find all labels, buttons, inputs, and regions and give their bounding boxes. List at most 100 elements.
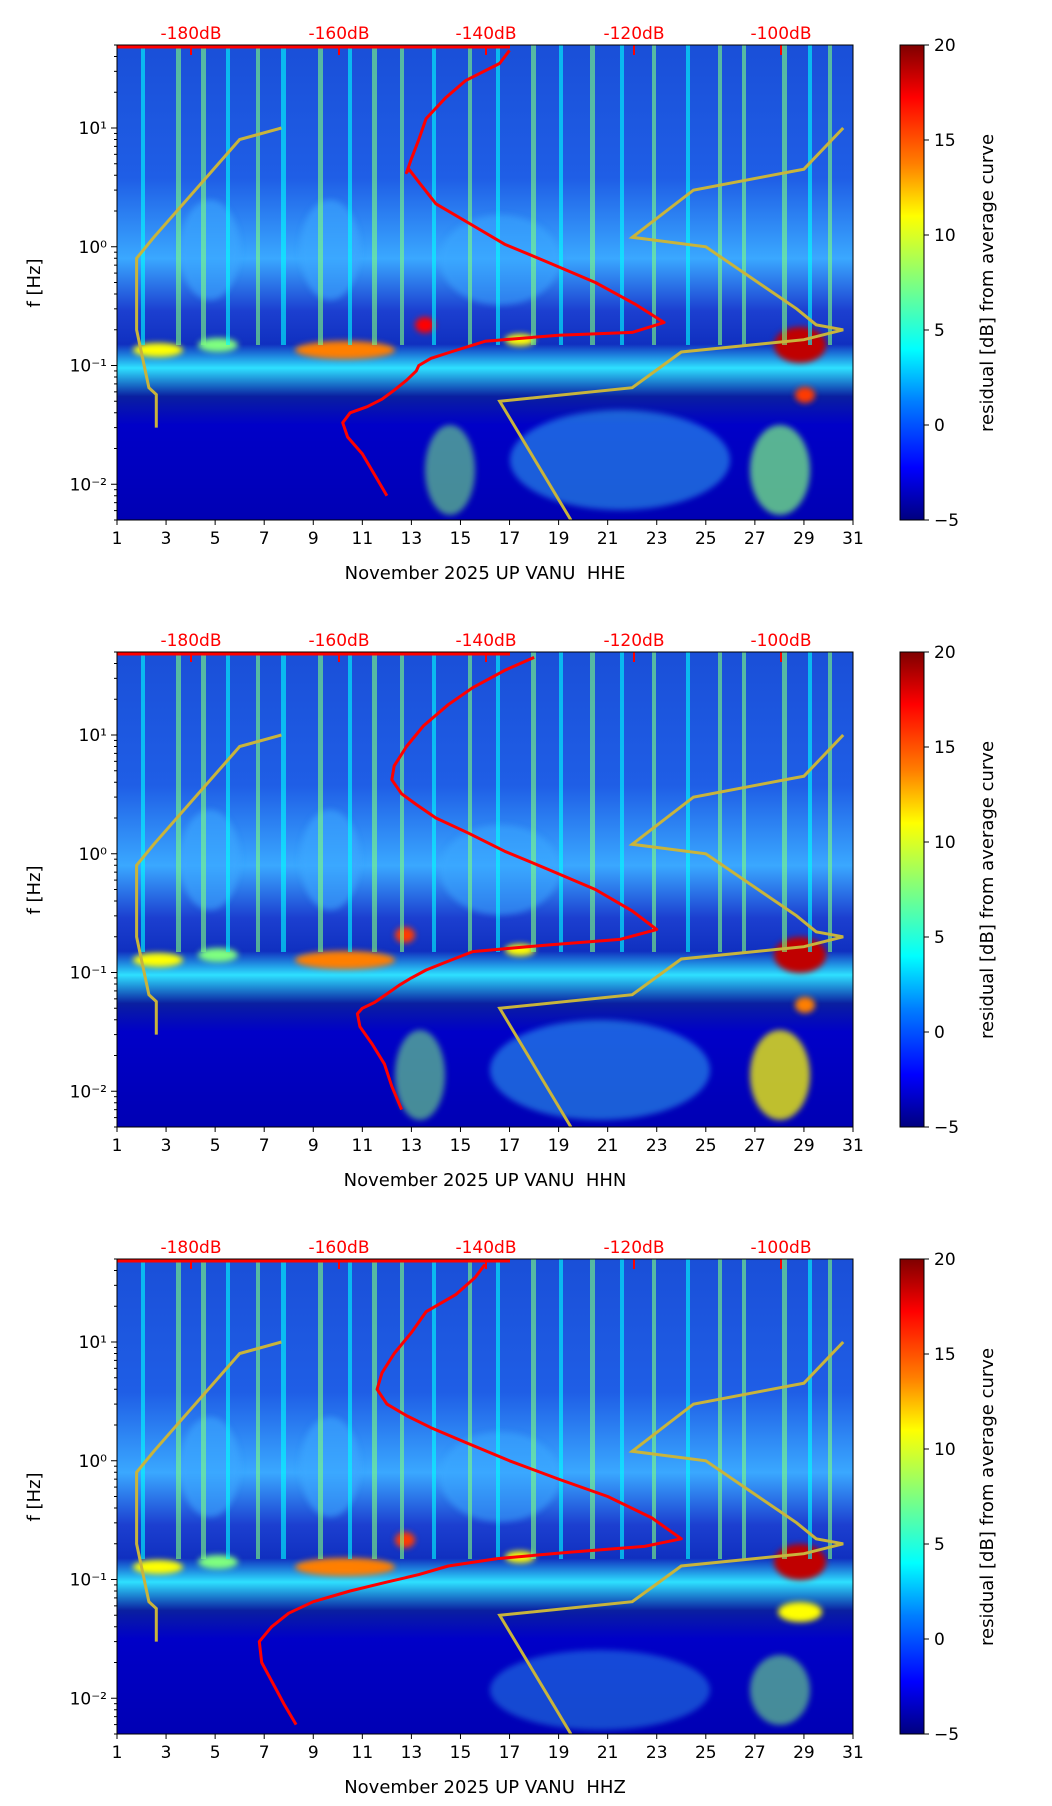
colorbar-tick-label: 15 — [934, 1345, 956, 1365]
db-label: -180dB — [160, 24, 221, 44]
colorbar-tick-label: 15 — [934, 738, 956, 758]
colorbar-tick-label: 15 — [934, 131, 956, 151]
x-tick-label: 15 — [450, 529, 472, 549]
vertical-streaks — [141, 1259, 832, 1559]
x-tick-label: 7 — [259, 1136, 270, 1156]
mean-curve — [257, 1263, 683, 1726]
db-label: -120dB — [603, 631, 664, 651]
colorbar-tick-label: 20 — [934, 36, 956, 56]
x-tick-label: 21 — [597, 529, 619, 549]
x-tick-label: 1 — [112, 529, 123, 549]
db-label: -180dB — [160, 1238, 221, 1258]
colorbar — [899, 651, 925, 1128]
colorbar-tick-label: 0 — [934, 1630, 945, 1650]
y-tick-label: 10¹ — [79, 726, 107, 746]
db-label: -140dB — [455, 24, 516, 44]
db-label: -160dB — [308, 1238, 369, 1258]
x-axis: 1 3 5 7 9 11 13 15 17 19 21 23 25 27 29 31 — [112, 1127, 864, 1156]
colorbar-tick-label: 5 — [934, 928, 945, 948]
x-tick-label: 11 — [352, 1743, 374, 1763]
x-tick-label: 31 — [842, 529, 864, 549]
x-tick-label: 29 — [793, 1743, 815, 1763]
x-tick-label: 21 — [597, 1136, 619, 1156]
x-tick-label: 23 — [646, 1743, 668, 1763]
colorbar-tick-label: 5 — [934, 1535, 945, 1555]
x-tick-label: 3 — [161, 529, 172, 549]
model-curve — [135, 126, 282, 428]
mean-curve-line — [355, 656, 659, 1111]
x-tick-label: 29 — [793, 529, 815, 549]
y-tick-label: 10⁰ — [79, 845, 108, 865]
panel-1: -180dB -160dB -140dB -120dB -100dB — [24, 631, 998, 1191]
x-axis: 1 3 5 7 9 11 13 15 17 19 21 23 25 27 29 31 — [112, 520, 864, 549]
mean-curve — [341, 49, 666, 497]
x-tick-label: 27 — [744, 1136, 766, 1156]
db-label: -160dB — [308, 24, 369, 44]
x-tick-label: 9 — [308, 1136, 319, 1156]
y-tick-label: 10¹ — [79, 119, 107, 139]
colorbar-tick-label: −5 — [934, 511, 959, 531]
db-label: -100dB — [750, 631, 811, 651]
x-tick-label: 13 — [401, 1743, 423, 1763]
colorbar-label: residual [dB] from average curve — [977, 1348, 998, 1646]
colorbar — [899, 44, 925, 521]
x-tick-label: 17 — [499, 1743, 521, 1763]
x-tick-label: 21 — [597, 1743, 619, 1763]
x-axis-label: November 2025 UP VANU HHN — [344, 1170, 627, 1191]
x-tick-label: 15 — [450, 1743, 472, 1763]
colorbar — [899, 1258, 925, 1735]
db-label: -180dB — [160, 631, 221, 651]
db-scale — [117, 652, 782, 662]
x-tick-label: 13 — [401, 529, 423, 549]
x-tick-label: 5 — [210, 529, 221, 549]
db-label: -100dB — [750, 24, 811, 44]
db-scale — [117, 45, 782, 55]
x-tick-label: 19 — [548, 529, 570, 549]
x-tick-label: 15 — [450, 1136, 472, 1156]
colorbar-tick-label: 20 — [934, 1250, 956, 1270]
colorbar-label: residual [dB] from average curve — [977, 134, 998, 432]
db-label: -120dB — [603, 24, 664, 44]
y-tick-label: 10⁻² — [70, 475, 107, 495]
x-tick-label: 31 — [842, 1743, 864, 1763]
y-axis-label: f [Hz] — [24, 865, 45, 914]
x-tick-label: 5 — [210, 1743, 221, 1763]
x-tick-label: 11 — [352, 1136, 374, 1156]
x-tick-label: 7 — [259, 529, 270, 549]
x-tick-label: 27 — [744, 529, 766, 549]
x-tick-label: 17 — [499, 1136, 521, 1156]
colorbar-ticks: −5 0 5 10 15 20 — [924, 643, 959, 1138]
mean-curve-line — [257, 1263, 683, 1726]
db-label: -100dB — [750, 1238, 811, 1258]
model-curve — [497, 126, 845, 521]
x-tick-label: 29 — [793, 1136, 815, 1156]
x-tick-label: 3 — [161, 1743, 172, 1763]
x-tick-label: 17 — [499, 529, 521, 549]
x-tick-label: 19 — [548, 1136, 570, 1156]
x-tick-label: 1 — [112, 1136, 123, 1156]
model-curve — [497, 1340, 845, 1735]
x-tick-label: 25 — [695, 1743, 717, 1763]
y-axis: 10⁻² 10⁻¹ 10⁰ 10¹ — [70, 44, 117, 521]
x-tick-label: 9 — [308, 1743, 319, 1763]
x-tick-label: 1 — [112, 1743, 123, 1763]
y-tick-label: 10⁻¹ — [70, 964, 107, 984]
x-tick-label: 11 — [352, 529, 374, 549]
model-curve — [135, 733, 282, 1035]
colorbar-tick-label: 20 — [934, 643, 956, 663]
x-tick-label: 5 — [210, 1136, 221, 1156]
panel-2: -180dB -160dB -140dB -120dB -100dB — [24, 1238, 998, 1798]
x-tick-label: 7 — [259, 1743, 270, 1763]
model-curve — [497, 733, 845, 1128]
x-axis: 1 3 5 7 9 11 13 15 17 19 21 23 25 27 29 31 — [112, 1734, 864, 1763]
db-label: -140dB — [455, 631, 516, 651]
x-tick-label: 25 — [695, 1136, 717, 1156]
db-label: -120dB — [603, 1238, 664, 1258]
y-axis: 10⁻² 10⁻¹ 10⁰ 10¹ — [70, 651, 117, 1128]
x-tick-label: 27 — [744, 1743, 766, 1763]
x-tick-label: 13 — [401, 1136, 423, 1156]
colorbar-tick-label: −5 — [934, 1725, 959, 1745]
x-axis-label: November 2025 UP VANU HHE — [345, 563, 626, 584]
model-curves — [135, 126, 845, 521]
spectrogram-features — [133, 810, 826, 1120]
